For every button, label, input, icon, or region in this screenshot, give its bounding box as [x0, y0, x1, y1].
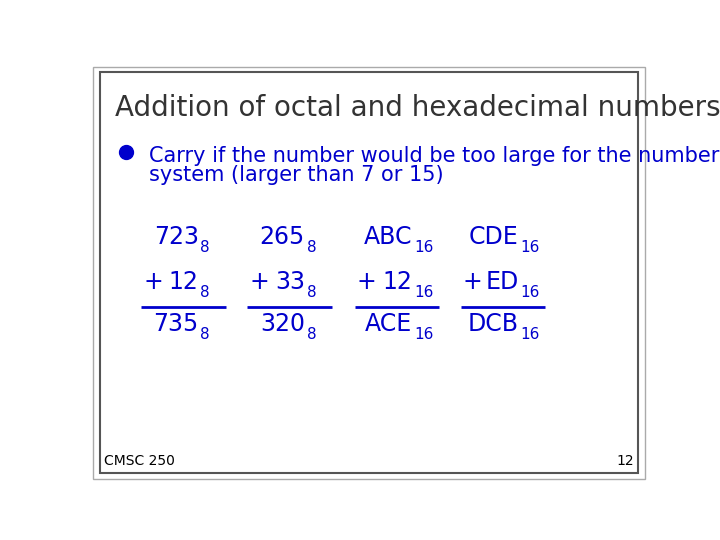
Text: ACE: ACE	[365, 312, 413, 336]
Text: 16: 16	[414, 327, 433, 342]
Text: 8: 8	[307, 240, 316, 255]
Text: +: +	[143, 269, 163, 294]
Text: CMSC 250: CMSC 250	[104, 454, 175, 468]
Text: Carry if the number would be too large for the number: Carry if the number would be too large f…	[148, 146, 719, 166]
Text: 16: 16	[521, 240, 539, 255]
Text: 8: 8	[200, 285, 210, 300]
Text: Addition of octal and hexadecimal numbers: Addition of octal and hexadecimal number…	[115, 94, 720, 122]
Text: +: +	[249, 269, 269, 294]
Text: 8: 8	[307, 285, 316, 300]
Text: 33: 33	[275, 269, 305, 294]
Text: 8: 8	[307, 327, 316, 342]
Text: 12: 12	[616, 454, 634, 468]
Text: 16: 16	[414, 240, 433, 255]
Text: CDE: CDE	[469, 225, 518, 248]
Text: 12: 12	[382, 269, 413, 294]
Text: +: +	[356, 269, 377, 294]
Text: 16: 16	[521, 327, 539, 342]
Text: 12: 12	[169, 269, 199, 294]
Text: DCB: DCB	[467, 312, 518, 336]
Text: system (larger than 7 or 15): system (larger than 7 or 15)	[148, 165, 444, 185]
Text: +: +	[463, 269, 482, 294]
Text: ABC: ABC	[364, 225, 413, 248]
Text: 265: 265	[260, 225, 305, 248]
Text: 8: 8	[200, 327, 210, 342]
Text: 8: 8	[200, 240, 210, 255]
Text: 723: 723	[154, 225, 199, 248]
FancyBboxPatch shape	[93, 67, 645, 478]
Text: 735: 735	[153, 312, 199, 336]
Text: 16: 16	[521, 285, 539, 300]
Text: 16: 16	[414, 285, 433, 300]
Text: 320: 320	[260, 312, 305, 336]
Text: ED: ED	[485, 269, 518, 294]
